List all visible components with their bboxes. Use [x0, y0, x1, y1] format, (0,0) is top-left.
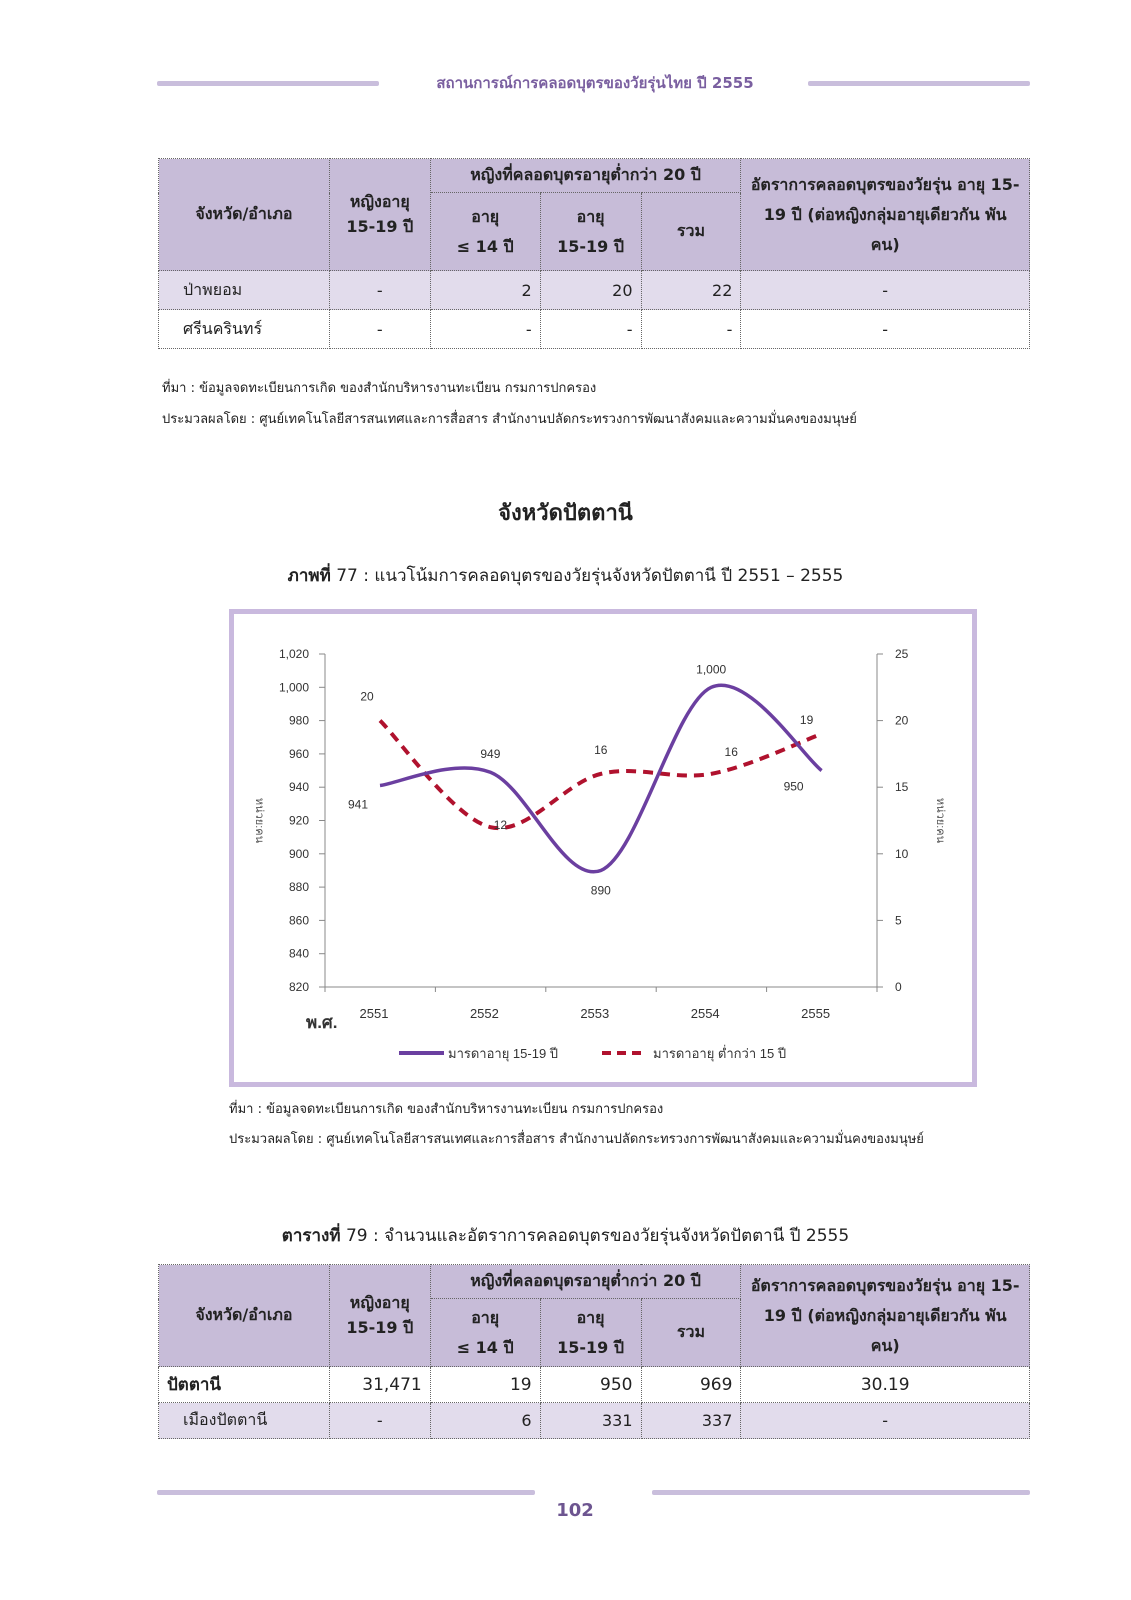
- footer-rule-left: [157, 1490, 535, 1495]
- left-tick-label: 920: [289, 814, 309, 828]
- legend-label-1519: มารดาอายุ 15-19 ปี: [448, 1046, 558, 1062]
- right-tick-label: 20: [895, 714, 909, 728]
- running-header: สถานการณ์การคลอดบุตรของวัยรุ่นไทย ปี 255…: [436, 74, 754, 92]
- left-tick-label: 1,020: [279, 647, 309, 661]
- header-province: จังหวัด/อำเภอ: [158, 1264, 330, 1367]
- legend-label-under15: มารดาอายุ ต่ำกว่า 15 ปี: [653, 1045, 786, 1062]
- header-total: รวม: [640, 1298, 742, 1367]
- header-rule-left: [157, 81, 379, 86]
- left-tick-label: 980: [289, 714, 309, 728]
- header-births-group: หญิงที่คลอดบุตรอายุต่ำกว่า 20 ปี: [429, 1264, 742, 1299]
- left-tick-label: 940: [289, 780, 309, 794]
- left-tick-label: 960: [289, 747, 309, 761]
- figure-label: ภาพที่: [287, 566, 331, 586]
- x-tick-label: 2553: [580, 1006, 609, 1021]
- header-age-1519: อายุ 15-19 ปี: [539, 1298, 642, 1367]
- table-bottom: จังหวัด/อำเภอ หญิงอายุ 15-19 ปี หญิงที่ค…: [158, 1264, 1030, 1439]
- x-tick-label: 2552: [470, 1006, 499, 1021]
- right-tick-label: 0: [895, 980, 902, 994]
- left-tick-label: 900: [289, 847, 309, 861]
- right-tick-label: 25: [895, 647, 909, 661]
- data-label-1519: 950: [784, 780, 804, 794]
- figure-caption-text: : แนวโน้มการคลอดบุตรของวัยรุ่นจังหวัดปัต…: [363, 566, 844, 586]
- figure-number: 77: [336, 566, 358, 586]
- header-age-le14: อายุ ≤ 14 ปี: [429, 192, 541, 271]
- header-province: จังหวัด/อำเภอ: [158, 158, 330, 271]
- header-women: หญิงอายุ 15-19 ปี: [328, 158, 431, 271]
- right-tick-label: 15: [895, 780, 909, 794]
- data-label-under15: 19: [800, 713, 814, 727]
- right-tick-label: 5: [895, 913, 902, 927]
- processed-note: ประมวลผลโดย : ศูนย์เทคโนโลยีสารสนเทศและก…: [162, 412, 857, 427]
- table-row: เมืองปัตตานี - 6 331 337 -: [158, 1402, 1030, 1439]
- right-tick-label: 10: [895, 847, 909, 861]
- chart-frame: 820 840 860 880 900 920 940 960 980 1,000 1,020 0 5 1…: [229, 609, 977, 1087]
- left-tick-label: 840: [289, 947, 309, 961]
- table-row: ป่าพยอม - 2 20 22 -: [158, 270, 1030, 310]
- data-label-1519: 1,000: [696, 662, 726, 676]
- chart-processed-note: ประมวลผลโดย : ศูนย์เทคโนโลยีสารสนเทศและก…: [229, 1132, 924, 1147]
- data-label-under15: 12: [494, 818, 508, 832]
- header-age-1519: อายุ 15-19 ปี: [539, 192, 642, 271]
- table-number: 79: [345, 1226, 368, 1246]
- header-total: รวม: [640, 192, 742, 271]
- data-label-under15: 20: [360, 690, 374, 704]
- data-label-under15: 16: [725, 745, 739, 759]
- data-label-1519: 949: [480, 747, 500, 761]
- header-rate: อัตราการคลอดบุตรของวัยรุ่น อายุ 15-19 ปี…: [740, 1264, 1030, 1367]
- table-row: ปัตตานี 31,471 19 950 969 30.19: [158, 1366, 1030, 1403]
- x-tick-label: 2551: [360, 1006, 389, 1021]
- header-births-group: หญิงที่คลอดบุตรอายุต่ำกว่า 20 ปี: [429, 158, 742, 193]
- data-label-1519: 941: [348, 798, 368, 812]
- table-row: ศรีนครินทร์ - - - - -: [158, 309, 1030, 349]
- x-tick-label: 2554: [691, 1006, 720, 1021]
- chart-source-note: ที่มา : ข้อมูลจดทะเบียนการเกิด ของสำนักบ…: [229, 1102, 664, 1117]
- table-label: ตารางที่: [281, 1226, 341, 1246]
- line-chart: 820 840 860 880 900 920 940 960 980 1,000 1,020 0 5 1…: [253, 647, 946, 1062]
- footer-rule-right: [652, 1490, 1030, 1495]
- right-axis-label: หน่วย:คน: [934, 798, 946, 844]
- section-title: จังหวัดปัตตานี: [498, 501, 633, 526]
- table-caption: ตารางที่ 79 : จำนวนและอัตราการคลอดบุตรขอ…: [0, 1222, 1131, 1249]
- left-tick-label: 820: [289, 980, 309, 994]
- left-axis-label: หน่วย:คน: [253, 798, 265, 844]
- data-label-1519: 890: [591, 883, 611, 897]
- header-rule-right: [808, 81, 1030, 86]
- x-axis-prefix: พ.ศ.: [306, 1013, 337, 1032]
- header-women: หญิงอายุ 15-19 ปี: [328, 1264, 431, 1367]
- table-caption-text: : จำนวนและอัตราการคลอดบุตรของวัยรุ่นจังห…: [373, 1226, 850, 1246]
- page-number: 102: [556, 1500, 594, 1521]
- x-tick-label: 2555: [801, 1006, 830, 1021]
- header-rate: อัตราการคลอดบุตรของวัยรุ่น อายุ 15-19 ปี…: [740, 158, 1030, 271]
- table-top: จังหวัด/อำเภอ หญิงอายุ 15-19 ปี หญิงที่ค…: [158, 158, 1030, 349]
- data-label-under15: 16: [594, 743, 608, 757]
- figure-caption: ภาพที่ 77 : แนวโน้มการคลอดบุตรของวัยรุ่น…: [0, 562, 1131, 589]
- left-tick-label: 880: [289, 880, 309, 894]
- left-tick-label: 860: [289, 913, 309, 927]
- left-tick-label: 1,000: [279, 680, 309, 694]
- series-under15-line: [378, 719, 823, 831]
- series-1519-line: [379, 683, 823, 874]
- header-age-le14: อายุ ≤ 14 ปี: [429, 1298, 541, 1367]
- source-note: ที่มา : ข้อมูลจดทะเบียนการเกิด ของสำนักบ…: [162, 381, 597, 396]
